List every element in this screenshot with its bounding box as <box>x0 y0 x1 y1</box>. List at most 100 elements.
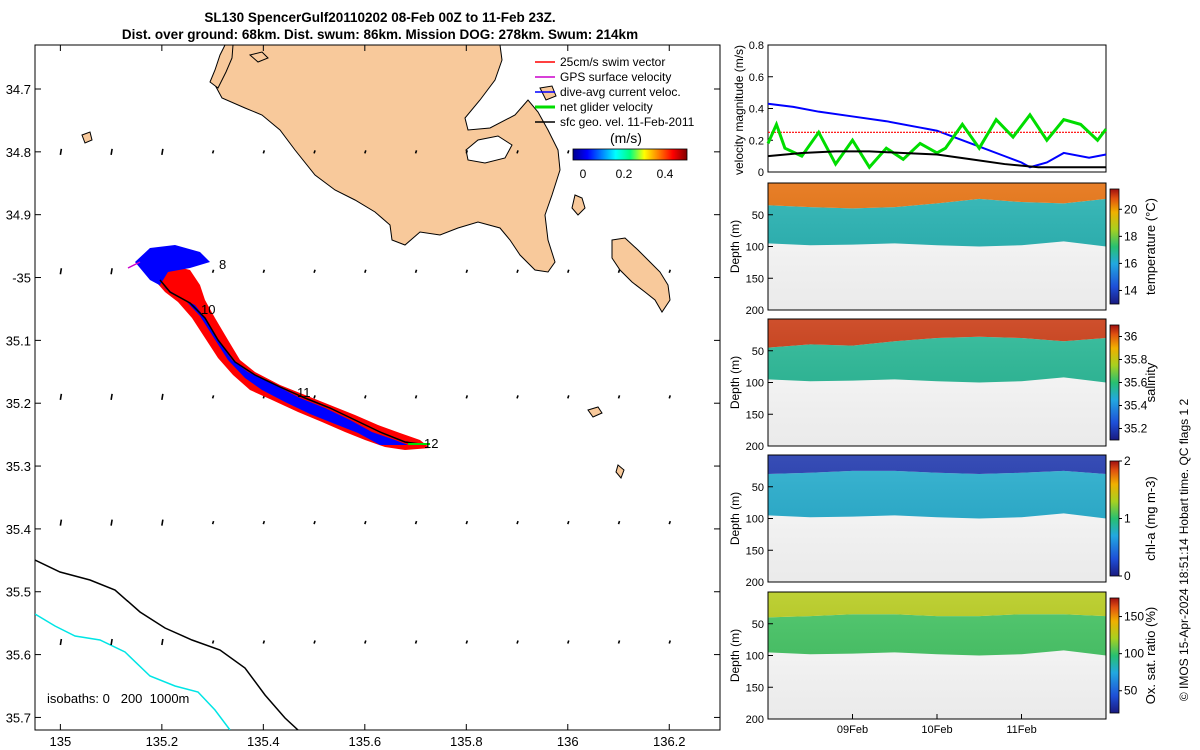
geo-arrow <box>668 395 672 399</box>
geo-arrow <box>465 150 469 154</box>
map-ytick-label: 35.4 <box>6 522 31 537</box>
day-label-8: 8 <box>219 257 226 272</box>
land-island-east <box>611 237 671 313</box>
geo-arrow <box>617 640 621 644</box>
geo-arrow <box>617 395 621 399</box>
map-ytick-label: 35.1 <box>6 333 31 348</box>
map-ytick-label: 34.9 <box>6 208 31 223</box>
land-coast-north <box>209 45 234 89</box>
track-blue-swath <box>135 245 408 445</box>
credit-text: © IMOS 15-Apr-2024 18:51:14 <box>1177 538 1191 701</box>
geo-arrow <box>211 520 215 525</box>
map-ytick-label: 34.8 <box>6 145 31 160</box>
geo-arrow <box>414 520 418 525</box>
section-colorbar <box>1109 597 1120 714</box>
map-xtick-label: 135.8 <box>450 734 483 749</box>
speed-colorbar-tick-1: 0.2 <box>616 167 633 181</box>
section-colorbar-label: 16 <box>1124 256 1138 270</box>
geo-arrow <box>567 640 570 644</box>
qc-text: Hobart time. QC flags 1 2 <box>1177 399 1191 535</box>
section-xtick-label: 09Feb <box>837 724 868 736</box>
geo-arrow <box>211 269 215 273</box>
geo-arrow <box>668 640 672 644</box>
velocity-ylabel: velocity magnitude (m/s) <box>732 45 746 175</box>
credit-qc-label: © IMOS 15-Apr-2024 18:51:14 Hobart time. … <box>1177 399 1191 702</box>
velocity-ytick-label: 0.2 <box>749 135 764 147</box>
velocity-ytick-label: 0.8 <box>749 40 764 52</box>
geo-arrow <box>161 519 164 526</box>
section-ytick-label: 100 <box>746 378 764 390</box>
map-axis-ticks: 135 135.2 135.4 135.6 135.8 136 136.2 34.7 34.8 3… <box>6 45 720 749</box>
land-islet-2 <box>587 406 603 418</box>
velocity-series-line <box>766 112 1108 170</box>
geo-arrow <box>211 395 215 399</box>
geo-arrow <box>262 269 266 273</box>
geo-arrow <box>110 638 113 646</box>
legend-gps-velocity: GPS surface velocity <box>560 70 671 84</box>
section-ytick-label: 50 <box>752 210 764 222</box>
section-ytick-label: 200 <box>746 441 764 453</box>
section-panel-0: 50 100 150 200 Depth (m) 14 16 18 20 temperature … <box>728 182 1158 317</box>
section-ytick-label: 150 <box>746 409 764 421</box>
map-xtick-label: 135.4 <box>247 734 280 749</box>
section-ytick-label: 100 <box>746 514 764 526</box>
velocity-panel: 0 0.2 0.4 0.6 0.8 velocity magnitude (m/s) <box>732 40 1108 179</box>
section-colorbar-label: 35.8 <box>1124 353 1148 367</box>
map-ytick-label: 35.3 <box>6 459 31 474</box>
chart-subtitle: Dist. over ground: 68km. Dist. swum: 86k… <box>121 27 639 42</box>
geo-arrow <box>262 150 266 154</box>
section-colorbar-title: salinity <box>1143 362 1158 402</box>
geo-arrow <box>211 150 215 154</box>
geo-arrow <box>364 395 367 399</box>
velocity-series <box>766 102 1108 170</box>
map-xtick-label: 136.2 <box>653 734 686 749</box>
section-ytick-label: 50 <box>752 346 764 358</box>
geo-arrow <box>414 640 418 644</box>
geo-arrow <box>211 640 215 644</box>
geo-arrow <box>465 520 469 525</box>
section-ytick-label: 50 <box>752 482 764 494</box>
geo-arrow <box>110 519 113 526</box>
legend-geo-velocity: sfc geo. vel. 11-Feb-2011 <box>560 115 695 129</box>
map-xtick-label: 135.6 <box>349 734 382 749</box>
geo-arrow <box>161 638 164 646</box>
land-peninsula <box>214 45 561 273</box>
section-ytick-label: 50 <box>752 619 764 631</box>
legend-dive-avg: dive-avg current veloc. <box>560 85 681 99</box>
section-ylabel: Depth (m) <box>728 220 742 273</box>
section-colorbar <box>1109 324 1120 441</box>
section-colorbar-title: Ox. sat. ratio (%) <box>1143 607 1158 705</box>
section-ytick-label: 150 <box>746 273 764 285</box>
geo-arrow <box>567 150 570 154</box>
speed-colorbar-bar <box>572 148 688 161</box>
gps-velocity-arrow <box>127 261 141 269</box>
day-label-11: 11 <box>297 385 311 400</box>
map-ytick-label: -35 <box>12 271 31 286</box>
geo-arrow <box>364 150 367 154</box>
section-colorbar-label: 14 <box>1124 283 1138 297</box>
section-colorbar-label: 0 <box>1124 569 1131 583</box>
isobaths-label: isobaths: 0 200 1000m <box>47 691 189 706</box>
geo-arrow <box>668 269 672 273</box>
map-ytick-label: 35.6 <box>6 648 31 663</box>
geo-arrow <box>59 638 63 646</box>
section-panel-2: 50 100 150 200 Depth (m) 0 1 2 chl-a (mg m-3) <box>728 454 1158 589</box>
track-map: 8 10 11 12 isobaths: 0 200 1000m 25cm/s … <box>6 44 721 749</box>
legend-swim-vector: 25cm/s swim vector <box>560 55 665 69</box>
section-colorbar-label: 35.2 <box>1124 422 1148 436</box>
section-colorbar <box>1109 460 1120 577</box>
section-ytick-label: 100 <box>746 242 764 254</box>
velocity-series-line <box>767 150 1106 169</box>
track-red-swath <box>150 265 430 450</box>
geo-arrow <box>161 148 164 155</box>
geo-arrow <box>516 395 519 399</box>
section-colorbar-label: 18 <box>1124 229 1138 243</box>
section-colorbar-title: temperature (°C) <box>1143 198 1158 295</box>
section-ylabel: Depth (m) <box>728 629 742 682</box>
map-legend: 25cm/s swim vector GPS surface velocity … <box>535 55 695 129</box>
isobath-1000m <box>35 613 231 730</box>
geo-arrow <box>313 395 316 399</box>
speed-colorbar-tick-0: 0 <box>580 167 587 181</box>
